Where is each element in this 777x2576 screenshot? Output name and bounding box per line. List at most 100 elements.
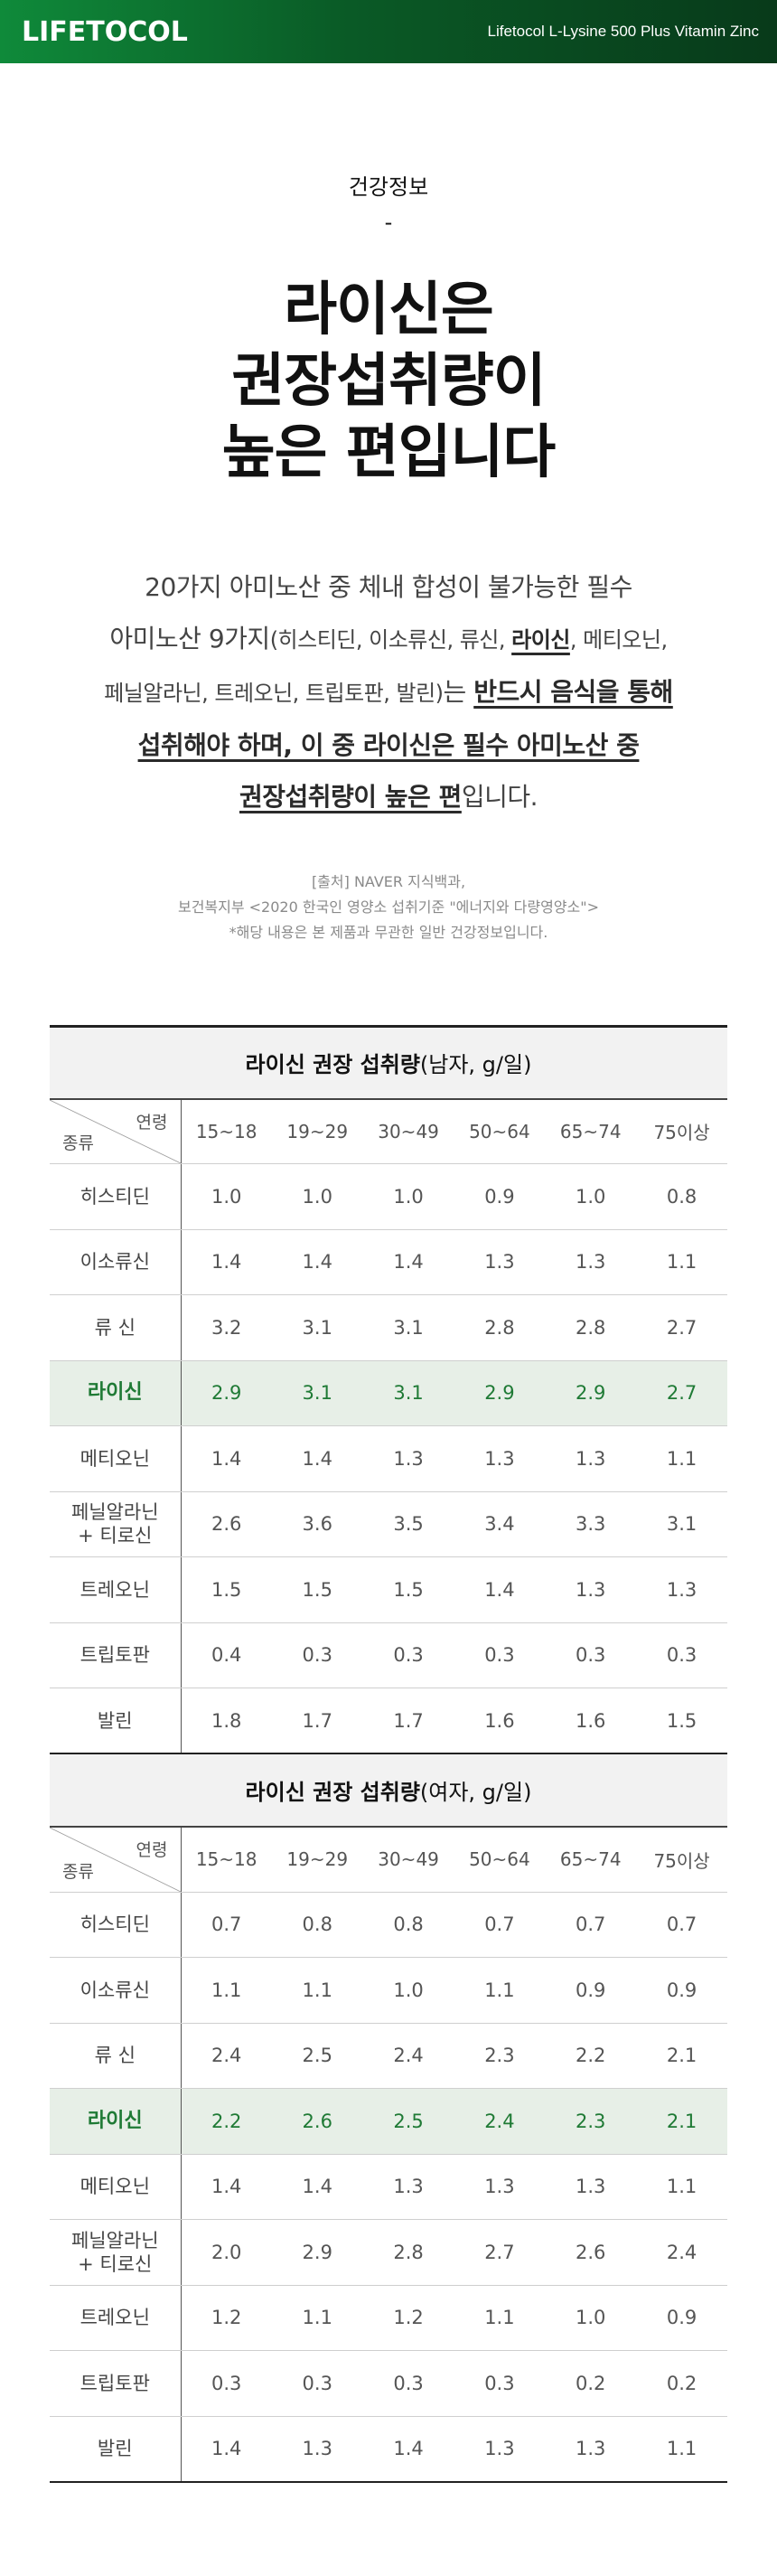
intake-value: 1.0 [181,1163,272,1230]
intake-value: 2.5 [362,2088,454,2155]
intake-value: 2.0 [181,2219,272,2286]
table-row: 이소류신 1.1 1.1 1.0 1.1 0.9 0.9 [50,1957,727,2024]
headline-line-1: 라이신은 [284,277,494,343]
amino-acid-name: 트립토판 [50,1622,182,1688]
type-axis-label: 종류 [62,1133,94,1153]
source-line-2: 보건복지부 <2020 한국인 영양소 섭취기준 "에너지와 다량영양소"> [177,898,600,916]
intake-value: 1.0 [362,1163,454,1230]
table-row: 류 신 2.4 2.5 2.4 2.3 2.2 2.1 [50,2023,727,2089]
amino-acid-name: 라이신 [50,1360,182,1426]
body-text-segment: 는 [443,677,474,707]
table-row: 발린 1.8 1.7 1.7 1.6 1.6 1.5 [50,1688,727,1754]
top-banner: LIFETOCOL Lifetocol L-Lysine 500 Plus Vi… [0,0,777,63]
intake-value: 0.3 [545,1622,637,1688]
intake-value: 1.4 [181,2416,272,2483]
intake-value: 3.6 [271,1491,363,1557]
table-header-row: 연령 종류 15~18 19~29 30~49 50~64 65~74 75이상 [50,1827,727,1893]
intake-value: 1.3 [362,1425,454,1492]
intake-value: 1.8 [181,1688,272,1754]
intake-value: 2.7 [454,2219,546,2286]
body-text-segment: (히스티딘, 이소류신, 류신, [269,627,512,653]
intake-value: 1.3 [545,1425,637,1492]
brand-logo: LIFETOCOL [22,15,188,48]
amino-acid-name: 트립토판 [50,2350,182,2417]
intake-value: 3.1 [362,1294,454,1361]
age-header: 15~18 [181,1827,272,1893]
intake-value: 1.4 [271,1229,363,1295]
intake-value: 1.6 [545,1688,637,1754]
intake-value: 3.1 [271,1294,363,1361]
intake-value: 2.7 [636,1360,727,1426]
intake-value: 2.8 [454,1294,546,1361]
amino-acid-name: 이소류신 [50,1229,182,1295]
intake-value: 0.4 [181,1622,272,1688]
intake-value: 2.8 [362,2219,454,2286]
body-emphasis: 섭취해야 하며, 이 중 라이신은 필수 아미노산 중 [137,730,640,760]
intake-value: 1.5 [362,1556,454,1623]
intake-value: 2.1 [636,2023,727,2089]
body-line-5: 권장섭취량이 높은 편입니다. [0,771,777,823]
product-name: Lifetocol L-Lysine 500 Plus Vitamin Zinc [487,23,760,40]
age-header: 19~29 [271,1098,363,1164]
intake-value: 1.3 [545,2154,637,2220]
intake-value: 1.4 [181,1229,272,1295]
source-line-1: [출처] NAVER 지식백과, [311,873,466,890]
age-header: 30~49 [362,1827,454,1893]
amino-acid-name: 발린 [50,2416,182,2483]
intake-value: 0.3 [454,1622,546,1688]
male-intake-table: 라이신 권장 섭취량(남자, g/일) 연령 종류 15~18 19~29 30~49 50… [50,1025,727,1754]
age-header: 65~74 [545,1827,637,1893]
table-title: 라이신 권장 섭취량(남자, g/일) [50,1026,727,1100]
female-intake-table: 라이신 권장 섭취량(여자, g/일) 연령 종류 15~18 19~29 30~49 50… [50,1754,727,2483]
intake-value: 1.5 [181,1556,272,1623]
intake-value: 1.0 [545,1163,637,1230]
table-title-main: 라이신 권장 섭취량 [245,1780,420,1805]
intake-value: 1.3 [271,2416,363,2483]
amino-acid-name: 트레오닌 [50,2285,182,2351]
intake-value: 0.3 [362,2350,454,2417]
intake-value: 1.6 [454,1688,546,1754]
intake-value: 2.3 [454,2023,546,2089]
intake-value: 0.3 [362,1622,454,1688]
body-line-1: 20가지 아미노산 중 체내 합성이 불가능한 필수 [145,572,632,602]
intake-value: 1.3 [545,1556,637,1623]
intake-value: 0.2 [636,2350,727,2417]
intake-value: 0.3 [181,2350,272,2417]
intake-value: 0.9 [636,2285,727,2351]
intake-value: 1.3 [636,1556,727,1623]
body-emphasis: 권장섭취량이 높은 편 [239,782,462,812]
body-text-segment: 입니다. [461,782,538,812]
intake-value: 3.5 [362,1491,454,1557]
intake-value: 2.9 [454,1360,546,1426]
intake-value: 1.3 [454,2154,546,2220]
intake-value: 2.9 [181,1360,272,1426]
table-row: 메티오닌 1.4 1.4 1.3 1.3 1.3 1.1 [50,1425,727,1492]
intake-value: 0.3 [271,1622,363,1688]
intake-value: 0.7 [181,1892,272,1958]
intake-value: 0.7 [545,1892,637,1958]
body-line-2: 아미노산 9가지(히스티딘, 이소류신, 류신, 라이신, 메티오닌, [0,613,777,666]
body-emphasis: 라이신 [511,627,570,653]
table-row: 페닐알라닌 + 티로신 2.0 2.9 2.8 2.7 2.6 2.4 [50,2219,727,2286]
intake-value: 0.9 [454,1163,546,1230]
intake-value: 3.4 [454,1491,546,1557]
amino-acid-name: 발린 [50,1688,182,1754]
intake-value: 1.1 [271,2285,363,2351]
table-header-row: 연령 종류 15~18 19~29 30~49 50~64 65~74 75이상 [50,1098,727,1164]
headline: 라이신은 권장섭취량이 높은 편입니다 [0,275,777,489]
amino-acid-name: 페닐알라닌 + 티로신 [50,2219,182,2286]
intake-value: 1.4 [181,1425,272,1492]
intake-value: 1.3 [454,1229,546,1295]
intake-value: 1.3 [545,1229,637,1295]
intake-value: 1.4 [271,2154,363,2220]
intake-value: 1.2 [362,2285,454,2351]
table-title-unit: (남자, g/일) [419,1052,532,1078]
intake-value: 1.4 [454,1556,546,1623]
intake-value: 1.1 [636,2154,727,2220]
intake-value: 1.4 [362,2416,454,2483]
intake-value: 3.1 [271,1360,363,1426]
table-row: 히스티딘 0.7 0.8 0.8 0.7 0.7 0.7 [50,1892,727,1958]
intake-value: 2.4 [636,2219,727,2286]
intake-value: 2.6 [545,2219,637,2286]
table-row: 트레오닌 1.2 1.1 1.2 1.1 1.0 0.9 [50,2285,727,2351]
